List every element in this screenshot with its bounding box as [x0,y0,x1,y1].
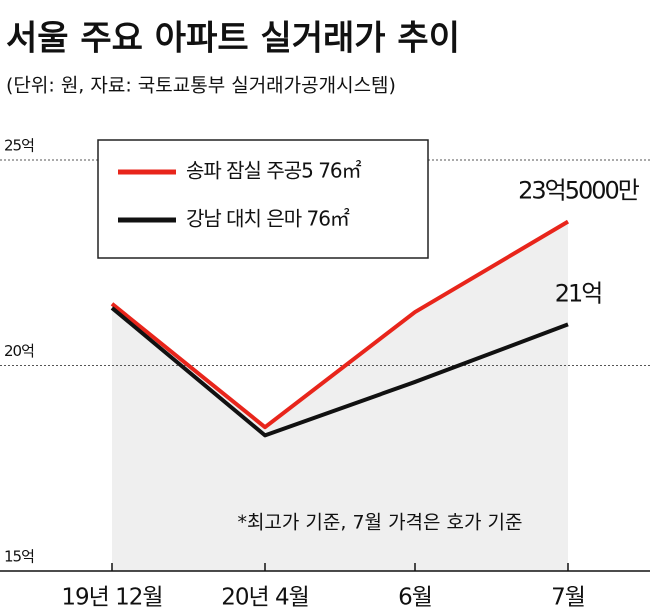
plot: 15억 20억 25억 19년 12월 20년 4월 6월 7월 23억5000만 21억 송파 … [0,137,650,611]
y-tick-label: 15억 [4,548,34,566]
area-fill [112,221,568,571]
value-label: 21억 [555,279,602,307]
legend-box [97,139,429,259]
x-tick-label: 19년 12월 [61,585,162,611]
annotation: *최고가 기준, 7월 가격은 호가 기준 [237,512,522,534]
line-series [110,306,569,438]
x-tick-label: 7월 [551,585,585,611]
chart-subtitle: (단위: 원, 자료: 국토교통부 실거래가공개시스템) [6,75,396,97]
legend-label: 강남 대치 은마 76㎡ [186,207,350,231]
legend-label: 송파 잠실 주공5 76㎡ [186,159,362,183]
line-series [110,219,570,430]
x-tick-label: 20년 4월 [221,585,309,611]
value-label: 23억5000만 [518,177,640,205]
y-tick-label: 25억 [4,137,34,155]
chart-title: 서울 주요 아파트 실거래가 추이 [6,19,460,59]
y-tick-label: 20억 [4,342,34,360]
x-tick-label: 6월 [398,585,432,611]
